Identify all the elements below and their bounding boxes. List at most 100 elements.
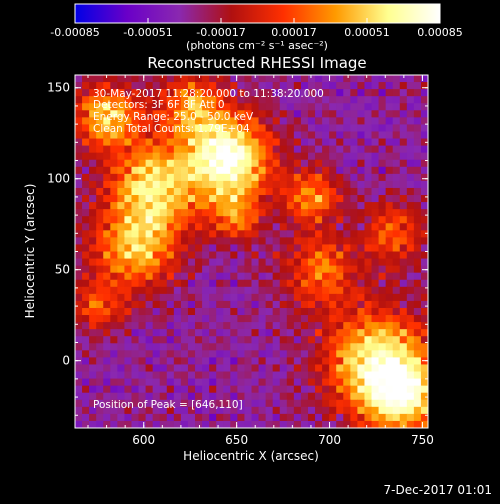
heatmap-cell: [89, 406, 97, 415]
heatmap-cell: [152, 392, 161, 401]
heatmap-cell: [187, 272, 196, 281]
heatmap-cell: [279, 307, 288, 316]
heatmap-cell: [420, 131, 429, 140]
heatmap-cell: [173, 413, 182, 422]
heatmap-cell: [265, 187, 274, 196]
heatmap-cell: [138, 336, 147, 344]
heatmap-cell: [117, 279, 125, 288]
heatmap-cell: [258, 131, 267, 140]
heatmap-cell: [251, 131, 260, 140]
heatmap-cell: [202, 286, 210, 295]
heatmap-cell: [350, 237, 358, 245]
heatmap-cell: [145, 265, 154, 274]
heatmap-cell: [420, 244, 429, 252]
heatmap-cell: [336, 187, 344, 196]
heatmap-cell: [237, 329, 245, 337]
heatmap-cell: [357, 329, 365, 337]
heatmap-cell: [202, 364, 210, 373]
heatmap-cell: [237, 265, 245, 274]
heatmap-cell: [364, 286, 373, 295]
heatmap-cell: [300, 180, 309, 189]
heatmap-cell: [406, 96, 415, 104]
heatmap-cell: [124, 96, 132, 104]
heatmap-cell: [75, 350, 83, 358]
heatmap-cell: [293, 364, 302, 373]
heatmap-cell: [258, 378, 267, 387]
heatmap-cell: [357, 145, 365, 154]
heatmap-cell: [385, 300, 394, 309]
heatmap-cell: [180, 343, 189, 351]
heatmap-cell: [166, 244, 175, 252]
heatmap-cell: [399, 357, 408, 365]
heatmap-cell: [265, 223, 274, 231]
heatmap-cell: [385, 131, 394, 140]
heatmap-cell: [124, 364, 132, 373]
heatmap-cell: [279, 152, 288, 161]
heatmap-cell: [75, 329, 83, 337]
heatmap-cell: [195, 216, 203, 224]
heatmap-cell: [357, 244, 365, 252]
heatmap-cell: [392, 89, 401, 97]
heatmap-cell: [173, 399, 182, 408]
heatmap-image: [75, 75, 429, 429]
heatmap-cell: [223, 152, 231, 161]
heatmap-cell: [209, 364, 217, 373]
heatmap-cell: [364, 272, 373, 281]
heatmap-cell: [117, 392, 125, 401]
heatmap-cell: [307, 82, 316, 90]
heatmap-cell: [371, 329, 380, 337]
heatmap-cell: [371, 152, 380, 161]
heatmap-cell: [406, 159, 415, 168]
heatmap-cell: [336, 406, 344, 415]
heatmap-cell: [75, 279, 83, 288]
heatmap-cell: [350, 357, 358, 365]
heatmap-cell: [152, 131, 161, 140]
heatmap-cell: [180, 286, 189, 295]
heatmap-cell: [300, 265, 309, 274]
heatmap-cell: [406, 307, 415, 316]
heatmap-cell: [89, 251, 97, 260]
heatmap-cell: [272, 343, 281, 351]
heatmap-cell: [230, 145, 238, 154]
heatmap-cell: [371, 89, 380, 97]
heatmap-cell: [89, 385, 97, 394]
x-tick-label: 750: [411, 433, 434, 447]
heatmap-cell: [350, 399, 358, 408]
heatmap-cell: [293, 110, 302, 118]
heatmap-cell: [406, 110, 415, 118]
heatmap-cell: [187, 307, 196, 316]
heatmap-cell: [237, 315, 245, 323]
heatmap-cell: [265, 399, 274, 408]
heatmap-cell: [385, 209, 394, 217]
heatmap-cell: [223, 145, 231, 154]
heatmap-cell: [230, 293, 238, 302]
heatmap-cell: [343, 329, 351, 337]
heatmap-cell: [258, 336, 267, 344]
heatmap-cell: [364, 385, 373, 394]
heatmap-cell: [138, 138, 147, 147]
heatmap-cell: [89, 195, 97, 203]
heatmap-cell: [258, 244, 267, 252]
heatmap-cell: [187, 124, 196, 132]
heatmap-cell: [258, 357, 267, 365]
heatmap-cell: [364, 413, 373, 422]
heatmap-cell: [180, 350, 189, 358]
heatmap-cell: [82, 413, 90, 422]
heatmap-cell: [364, 187, 373, 196]
heatmap-cell: [180, 131, 189, 140]
heatmap-cell: [75, 237, 83, 245]
heatmap-cell: [117, 166, 125, 175]
heatmap-cell: [75, 145, 83, 154]
heatmap-cell: [237, 82, 245, 90]
heatmap-cell: [293, 378, 302, 387]
heatmap-cell: [166, 96, 175, 104]
heatmap-cell: [406, 237, 415, 245]
heatmap-cell: [89, 399, 97, 408]
heatmap-cell: [166, 279, 175, 288]
heatmap-cell: [279, 300, 288, 309]
heatmap-cell: [117, 399, 125, 408]
heatmap-cell: [272, 75, 281, 83]
heatmap-cell: [180, 124, 189, 132]
heatmap-cell: [300, 89, 309, 97]
heatmap-cell: [293, 96, 302, 104]
